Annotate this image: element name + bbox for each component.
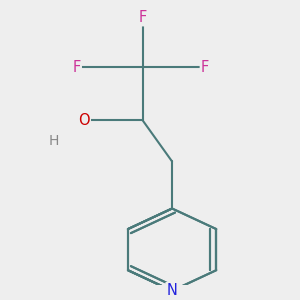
Text: N: N (167, 283, 178, 298)
Text: H: H (49, 134, 59, 148)
Text: O: O (78, 113, 90, 128)
Text: F: F (139, 10, 147, 25)
Text: F: F (72, 60, 80, 75)
Text: F: F (201, 60, 209, 75)
